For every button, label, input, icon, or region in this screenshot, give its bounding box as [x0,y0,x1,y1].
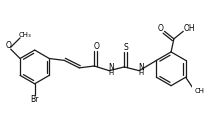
Text: S: S [123,43,128,52]
Text: Br: Br [30,95,39,104]
Text: O: O [93,42,99,51]
Text: CH₃: CH₃ [18,32,31,38]
Text: H: H [108,70,113,77]
Text: N: N [137,63,143,72]
Text: N: N [108,63,113,72]
Text: O: O [157,24,163,33]
Text: OH: OH [183,24,195,33]
Text: H: H [138,70,143,77]
Text: O: O [6,41,12,50]
Text: CH₃: CH₃ [193,88,204,94]
